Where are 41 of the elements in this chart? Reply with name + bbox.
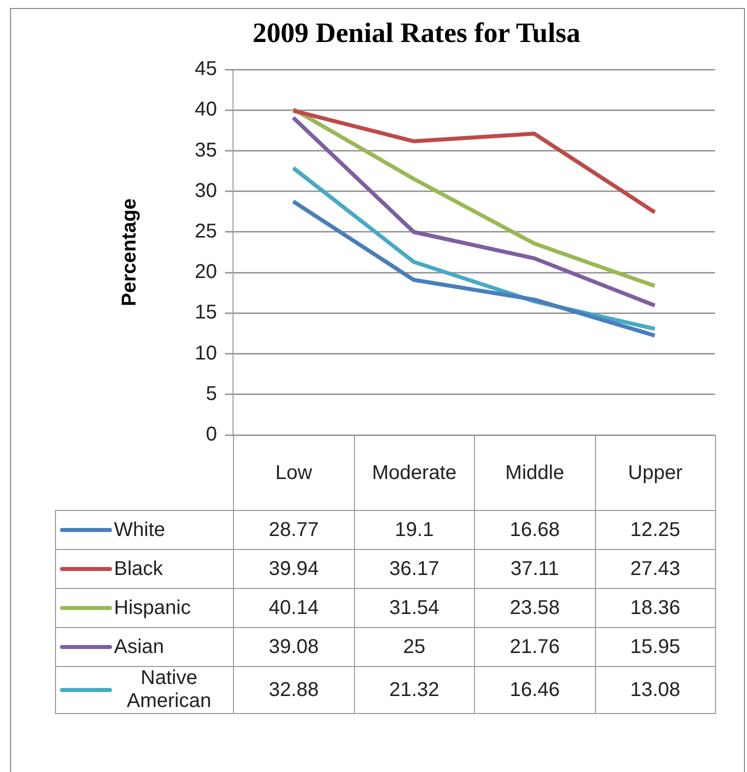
y-tick-label: 20 xyxy=(194,261,217,284)
data-label: 39.08 xyxy=(234,628,354,666)
y-tick-label: 30 xyxy=(194,180,217,202)
data-label: 16.46 xyxy=(474,666,595,714)
x-tick-label: Upper xyxy=(595,436,716,510)
legend-label: Hispanic xyxy=(114,596,191,620)
legend-label: Black xyxy=(114,558,163,581)
data-label: 31.54 xyxy=(354,588,474,628)
data-label: 39.94 xyxy=(234,550,354,588)
y-tick-label: 10 xyxy=(194,342,217,364)
data-label: 27.43 xyxy=(595,550,716,588)
data-label: 25 xyxy=(354,628,474,666)
y-tick-label: 35 xyxy=(194,139,217,162)
y-tick-label: 40 xyxy=(194,98,217,121)
data-label: 19.1 xyxy=(354,510,474,550)
y-tick-label: 5 xyxy=(206,382,217,405)
data-label: 18.36 xyxy=(595,588,716,628)
x-tick-label: Low xyxy=(234,436,354,510)
data-label: 21.32 xyxy=(354,666,474,714)
chart-title: 2009 Denial Rates for Tulsa xyxy=(252,18,580,50)
data-label: 40.14 xyxy=(234,588,354,628)
x-tick-label: Middle xyxy=(474,436,595,510)
y-tick-label: 15 xyxy=(194,302,217,324)
legend-label: Asian xyxy=(114,636,164,659)
data-label: 15.95 xyxy=(595,628,716,666)
data-label: 28.77 xyxy=(234,510,354,550)
y-tick-label: 25 xyxy=(194,220,217,243)
data-label: 23.58 xyxy=(474,588,595,628)
data-label: 12.25 xyxy=(595,510,716,550)
legend-label: White xyxy=(114,518,166,542)
data-label: 32.88 xyxy=(234,666,354,714)
data-label: 36.17 xyxy=(354,550,474,588)
data-label: 21.76 xyxy=(474,628,595,666)
data-label: 37.11 xyxy=(474,550,595,588)
data-label: 16.68 xyxy=(474,510,595,550)
y-tick-label: 45 xyxy=(194,58,217,80)
y-axis-title: Percentage xyxy=(118,198,141,306)
data-label: 13.08 xyxy=(595,666,716,714)
legend-label: Native American xyxy=(126,667,212,713)
x-tick-label: Moderate xyxy=(354,436,474,510)
y-tick-label: 0 xyxy=(206,424,217,446)
